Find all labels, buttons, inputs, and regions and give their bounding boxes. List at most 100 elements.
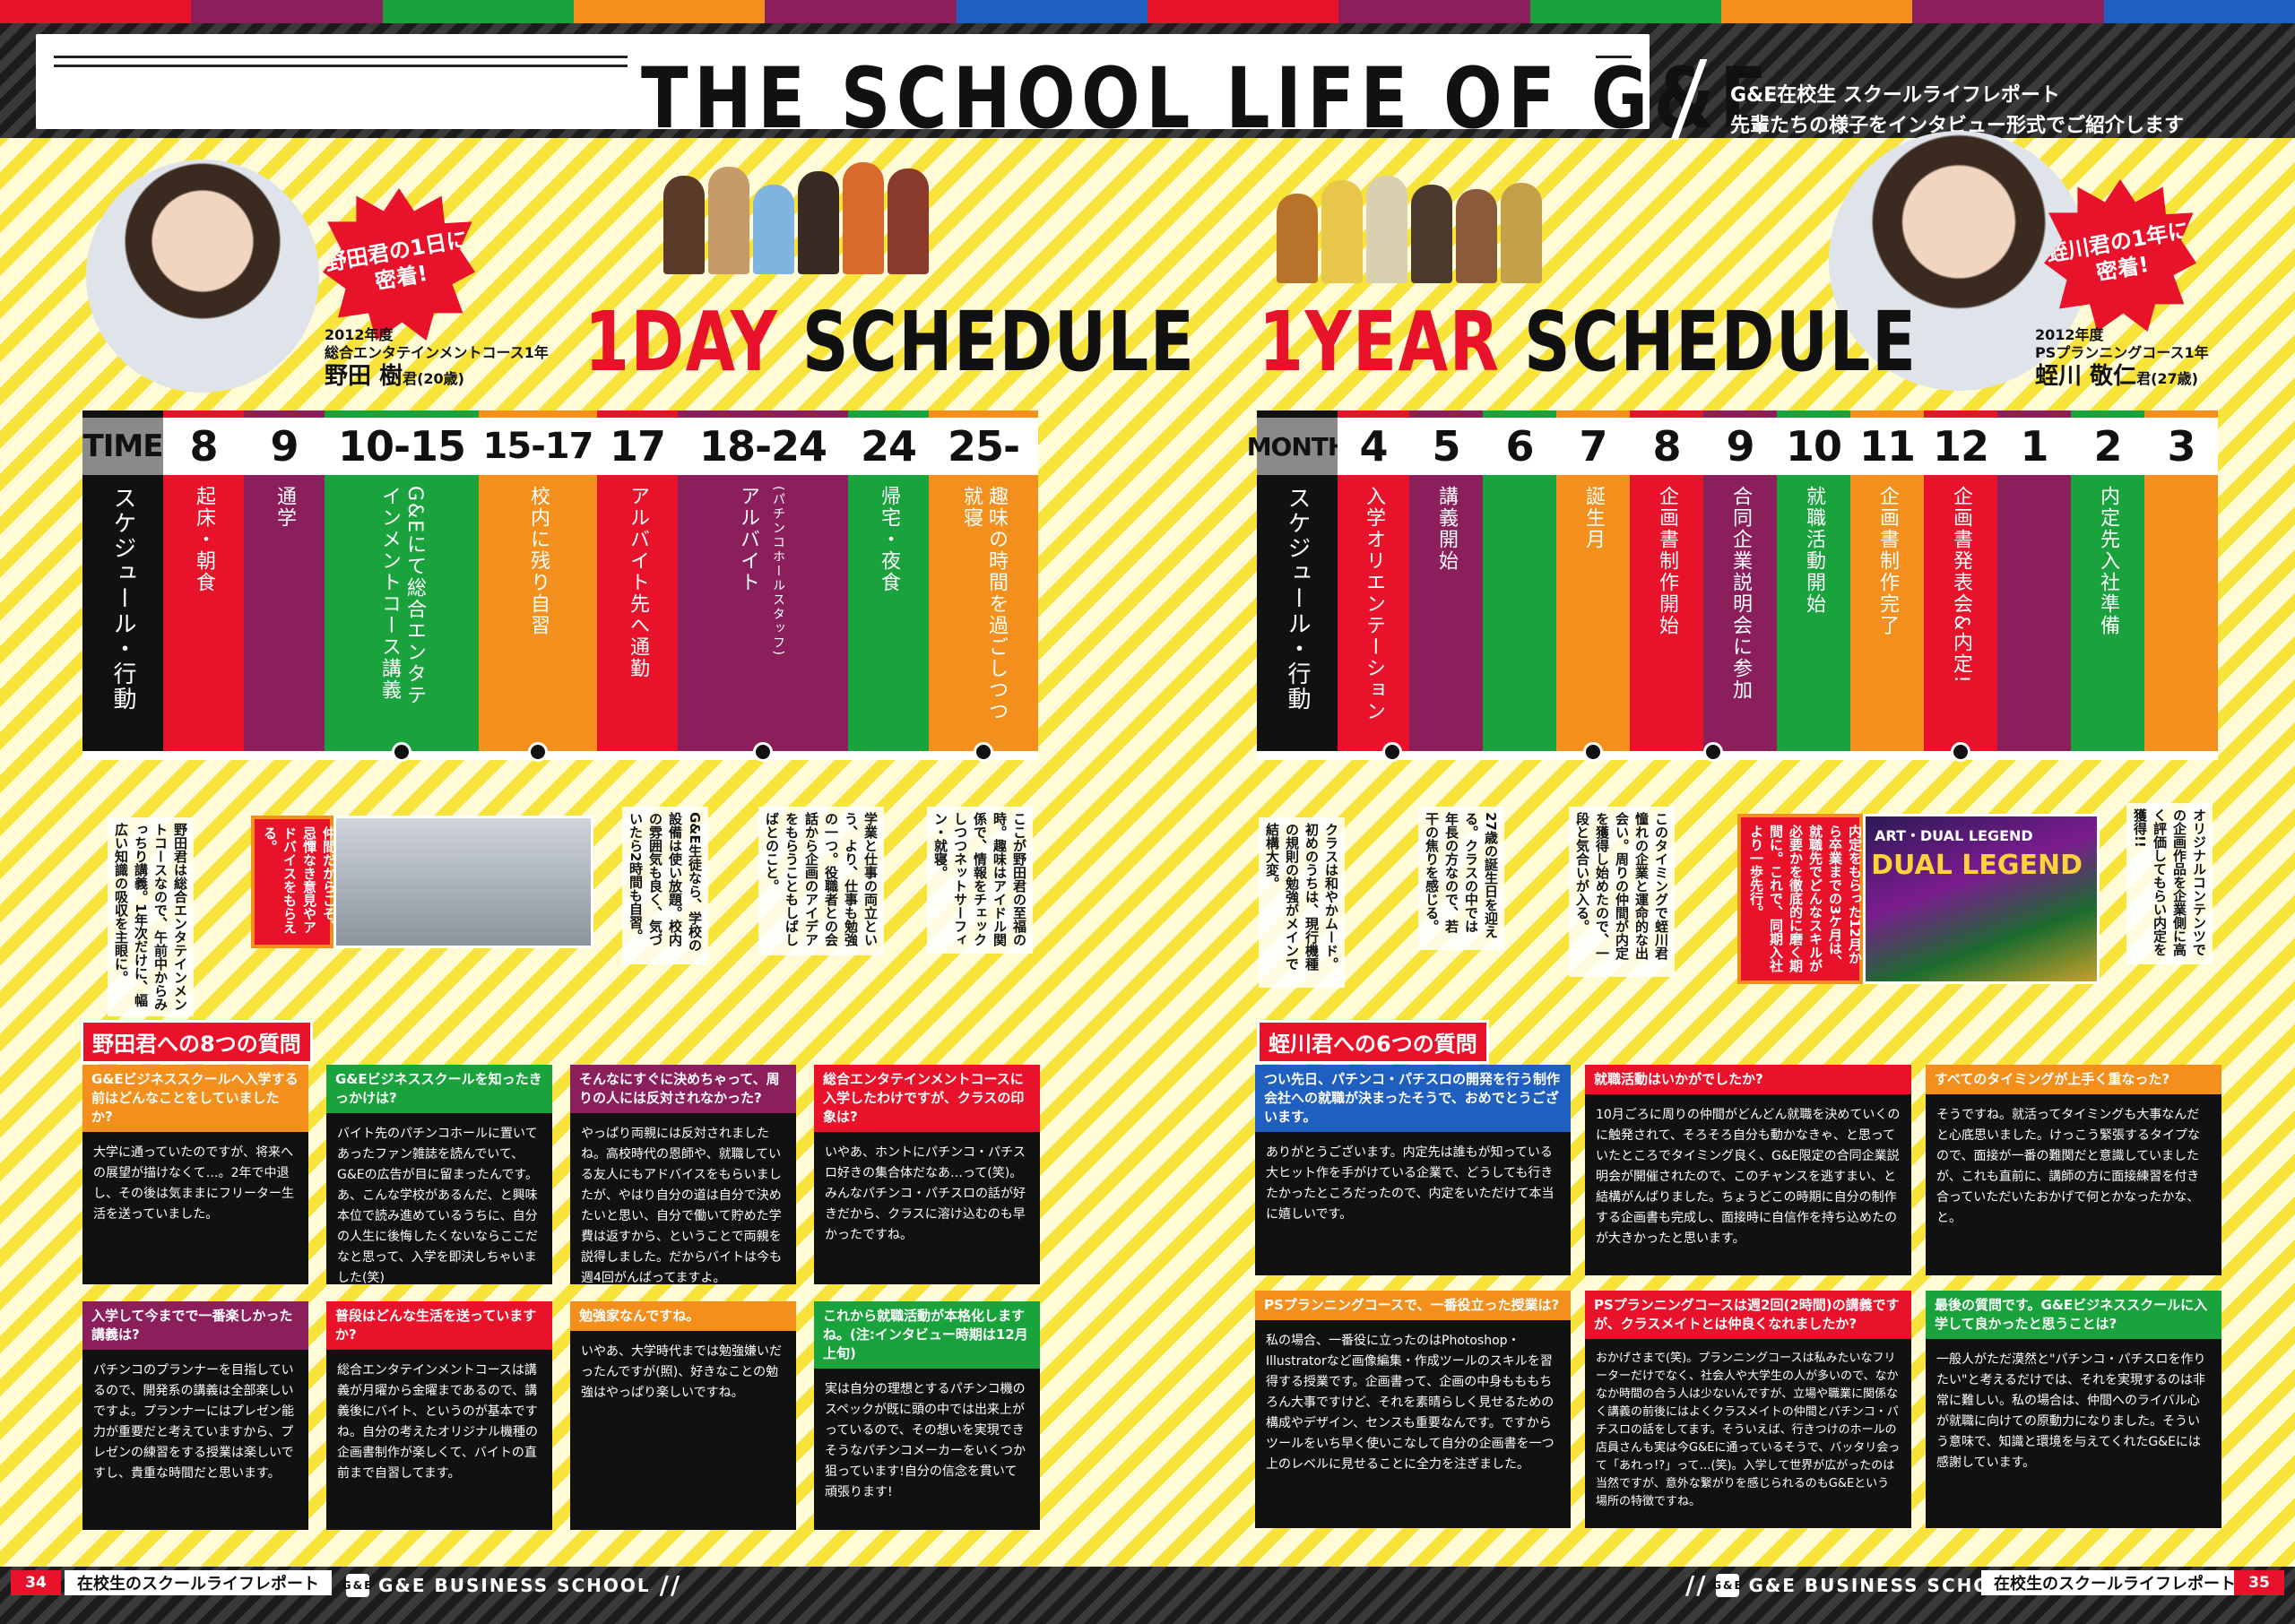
row-label: スケジュール・行動 bbox=[1284, 486, 1311, 712]
qa-card: 勉強家なんですね。 いやあ、大学時代までは勉強嫌いだったんですが(照)、好きなこ… bbox=[570, 1301, 796, 1530]
header-band: THE SCHOOL LIFE OF G&E G&E在校生 スクールライフレポー… bbox=[0, 23, 2295, 148]
qa-answer: 私の場合、一番役に立ったのはPhotoshop・Illustratorなど画像編… bbox=[1266, 1334, 1555, 1472]
qa-answer: そうですね。就活ってタイミングも大事なんだと心底思いました。けっこう緊張するタイ… bbox=[1936, 1108, 2200, 1225]
qa-question: 総合エンタテインメントコースに入学したわけですが、クラスの印象は? bbox=[814, 1065, 1040, 1132]
timeline-dot bbox=[1703, 742, 1723, 762]
col-activity: 誕生月 bbox=[1582, 486, 1605, 550]
col-month: 10 bbox=[1777, 418, 1850, 475]
hirukawa-note: このタイミングで蛭川君憧れの企業と運命的な出会い。周りの仲間が内定を獲得し始めた… bbox=[1569, 807, 1675, 977]
col-activity: 講義開始 bbox=[1435, 486, 1458, 572]
qa-question: 勉強家なんですね。 bbox=[570, 1301, 796, 1331]
qa-answer: いやあ、ホントにパチンコ・パチスロ好きの集合体だなあ…って(笑)。みんなパチンコ… bbox=[825, 1145, 1026, 1242]
schedule-col-5: 5 講義開始 bbox=[1409, 410, 1483, 760]
col-activity: 起床・朝食 bbox=[193, 486, 215, 593]
qa-question: G&Eビジネススクールを知ったきっかけは? bbox=[326, 1065, 552, 1113]
top-color-stripes bbox=[0, 0, 2295, 23]
day-schedule-title: 1DAY SCHEDULE bbox=[585, 294, 1195, 390]
page-number-right: 35 bbox=[2234, 1570, 2284, 1595]
school-logo-icon: G&E bbox=[342, 1573, 371, 1597]
school-logo-icon: G&E bbox=[1712, 1573, 1742, 1597]
footer-school-name: G&E BUSINESS SCHOOL bbox=[1748, 1574, 2022, 1596]
hirukawa-name: 蛭川 敬仁 bbox=[2035, 363, 2137, 390]
col-month: 2 bbox=[2071, 418, 2144, 475]
col-activity: 就職活動開始 bbox=[1803, 486, 1825, 615]
hirukawa-course: PSプランニングコース1年 bbox=[2035, 344, 2209, 361]
col-month: 5 bbox=[1409, 418, 1483, 475]
noda-course: 総合エンタテインメントコース1年 bbox=[325, 344, 549, 361]
slash-icon: // bbox=[1685, 1570, 1708, 1600]
time-header: TIME bbox=[82, 418, 163, 475]
hirukawa-profile: 2012年度 PSプランニングコース1年 蛭川 敬仁君(27歳) bbox=[2035, 326, 2209, 391]
noda-note: 学業と仕事の両立という、より、仕事も勉強の一つ。役職者との会話から企画のアイデア… bbox=[758, 807, 884, 955]
schedule-col-1m: 1 bbox=[1997, 410, 2071, 760]
col-activity: 通学 bbox=[273, 486, 296, 529]
col-hour: 9 bbox=[244, 418, 325, 475]
timeline-dot bbox=[1951, 742, 1970, 762]
col-activity: 内定先入社準備 bbox=[2097, 486, 2119, 636]
qa-question: 普段はどんな生活を送っていますか? bbox=[326, 1301, 552, 1350]
col-hour: 18-24 bbox=[678, 418, 848, 475]
qa-card: PSプランニングコースは週2回(2時間)の講義ですが、クラスメイトとは仲良くなれ… bbox=[1585, 1291, 1911, 1528]
schedule-col-8m: 8 企画書制作開始 bbox=[1630, 410, 1703, 760]
timeline-dot bbox=[528, 742, 548, 762]
noda-year: 2012年度 bbox=[325, 326, 394, 343]
col-activity: 合同企業説明会に参加 bbox=[1729, 486, 1752, 701]
qa-answer: パチンコのプランナーを目指しているので、開発系の講義は全部楽しいですよ。プランナ… bbox=[93, 1363, 294, 1481]
col-activity: 入学オリエンテーション bbox=[1363, 486, 1385, 722]
qa-card: 普段はどんな生活を送っていますか? 総合エンタテインメントコースは講義が月曜から… bbox=[326, 1301, 552, 1530]
hirukawa-note-box: 内定をもらった12月から卒業までの3ケ月は、就職先でどんなスキルが必要かを徹底的… bbox=[1737, 814, 1863, 984]
col-hour: 15-17 bbox=[479, 418, 597, 475]
game-title: DUAL LEGEND bbox=[1871, 850, 2083, 881]
schedule-col-12m: 12 企画書発表会&内定! bbox=[1924, 410, 1997, 762]
schedule-col-8: 8 起床・朝食 bbox=[163, 410, 244, 760]
qa-question: すべてのタイミングが上手く重なった? bbox=[1926, 1065, 2221, 1094]
qa-question: 最後の質問です。G&Eビジネススクールに入学して良かったと思うことは? bbox=[1926, 1291, 2221, 1339]
subtitle-line-1: G&E在校生 スクールライフレポート bbox=[1730, 84, 2060, 107]
hirukawa-portrait bbox=[1829, 131, 2089, 391]
schedule-label-column: TIME スケジュール・行動 bbox=[82, 410, 163, 760]
hirukawa-note-text: 内定をもらった12月から卒業までの3ケ月は、就職先でどんなスキルが必要かを徹底的… bbox=[1748, 825, 1863, 972]
header-rule bbox=[1596, 56, 1632, 58]
timeline-dot bbox=[392, 742, 411, 762]
classroom-photo bbox=[333, 816, 593, 948]
qa-question: つい先日、パチンコ・パチスロの開発を行う制作会社への就職が決まったそうで、おめで… bbox=[1255, 1065, 1571, 1132]
col-hour: 10-15 bbox=[325, 418, 479, 475]
col-month: 4 bbox=[1338, 418, 1409, 475]
qa-question: PSプランニングコースで、一番役立った授業は? bbox=[1255, 1291, 1571, 1320]
qa-card: 総合エンタテインメントコースに入学したわけですが、クラスの印象は? いやあ、ホン… bbox=[814, 1065, 1040, 1284]
qa-card: 就職活動はいかがでしたか? 10月ごろに周りの仲間がどんどん就職を決めていくのに… bbox=[1585, 1065, 1911, 1275]
schedule-col-2m: 2 内定先入社準備 bbox=[2071, 410, 2144, 760]
col-month: 9 bbox=[1703, 418, 1777, 475]
qa-card: そんなにすぐに決めちゃって、周りの人には反対されなかった? やっぱり両親には反対… bbox=[570, 1065, 796, 1285]
col-activity: 帰宅・夜食 bbox=[878, 486, 900, 593]
day-title-black: SCHEDULE bbox=[801, 294, 1196, 390]
schedule-col-24: 24 帰宅・夜食 bbox=[848, 410, 929, 760]
qa-answer: やっぱり両親には反対されましたね。高校時代の恩師や、就職している友人にもアドバイ… bbox=[581, 1127, 782, 1285]
qa-question: 入学して今までで一番楽しかった講義は? bbox=[82, 1301, 308, 1350]
month-header: MONTH bbox=[1247, 418, 1348, 475]
schedule-label-column: MONTH スケジュール・行動 bbox=[1247, 410, 1348, 760]
qa-answer: 一般人がただ漠然と"パチンコ・パチスロを作りたい"と考えるだけでは、それを実現す… bbox=[1936, 1352, 2206, 1470]
col-hour: 17 bbox=[597, 418, 678, 475]
schedule-col-6: 6 bbox=[1483, 410, 1556, 760]
qa-answer: 総合エンタテインメントコースは講義が月曜から金曜まであるので、講義後にバイト、と… bbox=[337, 1363, 538, 1481]
qa-question: PSプランニングコースは週2回(2時間)の講義ですが、クラスメイトとは仲良くなれ… bbox=[1585, 1291, 1911, 1339]
noda-qa-title: 野田君への8つの質問 bbox=[81, 1020, 313, 1064]
col-month: 7 bbox=[1556, 418, 1630, 475]
schedule-col-3m: 3 bbox=[2144, 410, 2218, 760]
header-white-panel bbox=[36, 34, 1650, 129]
footer-school-right: // G&E G&E BUSINESS SCHOOL bbox=[1685, 1570, 2021, 1600]
year-schedule-table: MONTH スケジュール・行動 4 入学オリエンテーション 5 講義開始 6 7… bbox=[1247, 410, 2218, 762]
noda-note: G&E生徒なら、学校の設備は使い放題。校内の雰囲気も良く、気づいたら2時間も自習… bbox=[622, 807, 708, 964]
col-activity: 企画書制作完了 bbox=[1876, 486, 1899, 636]
col-month: 12 bbox=[1924, 418, 1997, 475]
hirukawa-note: クラスは和やかムード。初めのうちは、現行機種の規則の勉強がメインで結構大変。 bbox=[1259, 817, 1345, 988]
footer-label-left: 在校生のスクールライフレポート bbox=[65, 1570, 332, 1595]
noda-burst-badge: 野田君の1日に密着! bbox=[323, 188, 475, 341]
qa-card: これから就職活動が本格化しますね。(注:インタビュー時期は12月上旬) 実は自分… bbox=[814, 1301, 1040, 1530]
schedule-col-18-24: 18-24 アルバイト (パチンコホールスタッフ) bbox=[678, 410, 848, 762]
col-activity: アルバイト先へ通勤 bbox=[627, 486, 649, 679]
footer-label-right: 在校生のスクールライフレポート bbox=[1981, 1570, 2248, 1595]
schedule-col-9m: 9 合同企業説明会に参加 bbox=[1703, 410, 1777, 762]
row-label: スケジュール・行動 bbox=[109, 486, 136, 712]
